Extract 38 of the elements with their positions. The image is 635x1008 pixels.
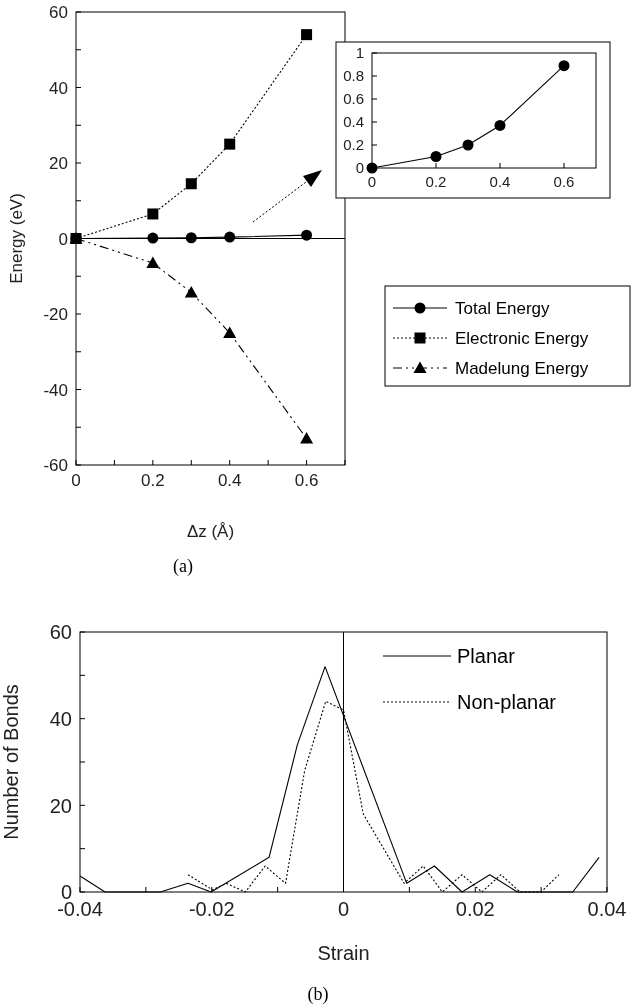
- x-tick-label: 0.04: [587, 898, 627, 920]
- x-tick-label: 0.2: [425, 173, 447, 190]
- y-axis-title: Number of Bonds: [0, 684, 22, 840]
- x-axis-title: Strain: [317, 942, 370, 964]
- y-tick-label: 40: [49, 707, 72, 730]
- y-tick-label: 20: [49, 794, 72, 817]
- legend-label: Non-planar: [457, 691, 557, 713]
- y-tick-label: -20: [43, 305, 68, 325]
- y-tick-label: 0: [355, 159, 364, 177]
- text: (a): [173, 556, 193, 577]
- x-tick-label: -0.02: [188, 898, 235, 920]
- y-tick-label: 20: [49, 154, 68, 174]
- legend-label: Madelung Energy: [455, 359, 589, 378]
- y-tick-label: -60: [43, 456, 68, 476]
- x-tick-label: 0.4: [217, 471, 242, 490]
- y-tick-label: 1: [355, 44, 364, 62]
- y-tick-label: 40: [49, 78, 68, 98]
- x-tick-label: 0.6: [294, 471, 319, 490]
- text: (b): [307, 984, 329, 1005]
- y-tick-label: 0: [58, 229, 68, 249]
- y-tick-label: -40: [43, 380, 68, 400]
- y-tick-label: 60: [49, 621, 72, 644]
- y-tick-label: 0.6: [343, 90, 364, 108]
- x-tick-label: 0: [367, 173, 377, 190]
- y-tick-label: 0.8: [343, 67, 364, 85]
- x-tick-label: 0.6: [553, 173, 575, 190]
- y-tick-label: 0.4: [343, 113, 364, 131]
- legend-label: Planar: [457, 645, 516, 667]
- y-tick-label: 0.2: [343, 136, 364, 154]
- x-tick-label: 0.02: [455, 898, 495, 920]
- x-tick-label: -0.04: [57, 898, 103, 920]
- x-tick-label: 0.4: [489, 173, 511, 190]
- legend-label: Total Energy: [455, 299, 550, 318]
- y-tick-label: 60: [49, 3, 68, 23]
- legend-label: Electronic Energy: [455, 329, 589, 348]
- x-axis-title: Δz (Å): [186, 522, 235, 541]
- y-axis-title: Energy (eV): [7, 193, 26, 284]
- x-tick-label: 0.2: [141, 471, 165, 490]
